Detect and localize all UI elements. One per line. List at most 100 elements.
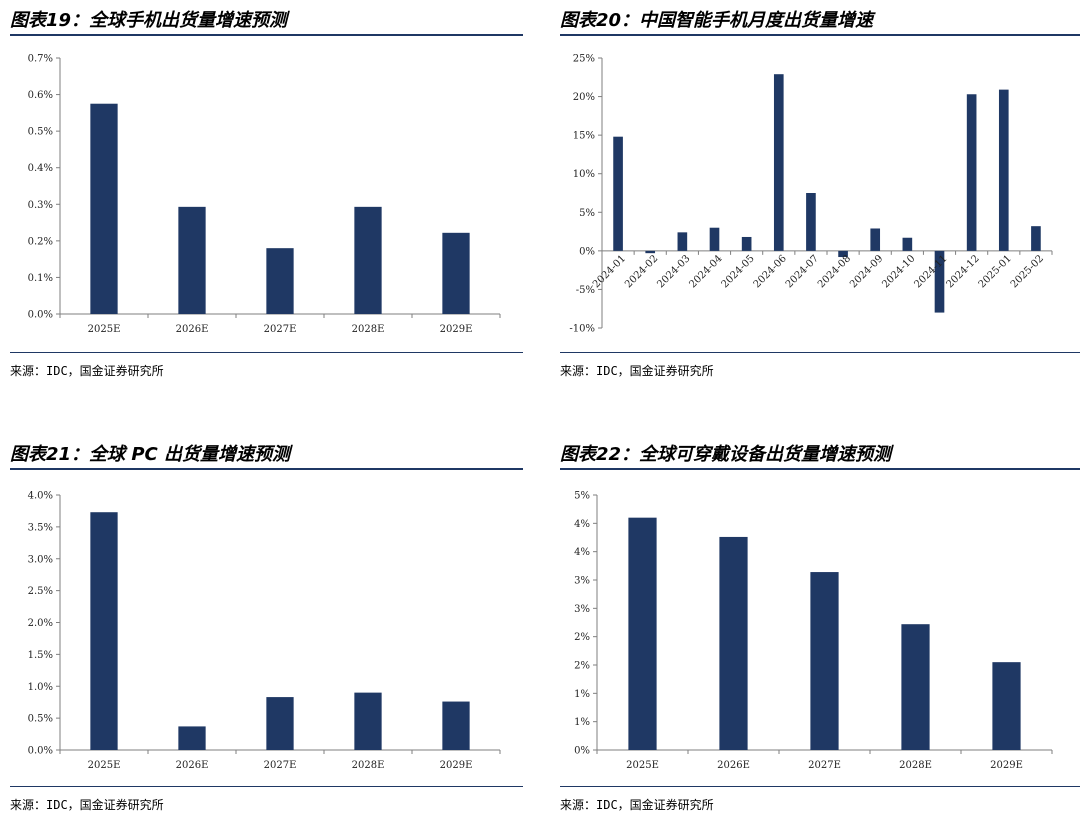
x-tick-label: 2027E: [264, 324, 297, 335]
y-tick-label: 0.3%: [28, 200, 53, 211]
bar-2026E: [719, 536, 748, 750]
y-tick-label: 2.5%: [28, 586, 53, 597]
x-tick-label: 2029E: [990, 760, 1023, 771]
bar-chart: 0.0% 0.5% 1.0% 1.5% 2.0% 2.5% 3.0% 3.5% 4.0% 2025…: [28, 491, 501, 771]
y-tick-label: 0.4%: [28, 163, 53, 174]
x-tick-label: 2029E: [440, 324, 473, 335]
y-tick-label: 0.6%: [28, 90, 53, 101]
y-tick-label: 2.0%: [28, 618, 53, 629]
x-tick-label: 2024-12: [945, 253, 982, 290]
bar-2024-03: [677, 232, 688, 251]
bar-2028E: [901, 624, 930, 750]
chart-panel-global-wearables: 图表22：全球可穿戴设备出货量增速预测 0% 1% 1% 2% 2% 3% 3% 4% 4% 5%…: [560, 440, 1080, 820]
y-tick-label: 0%: [574, 746, 590, 757]
bar-2026E: [178, 726, 206, 750]
y-tick-label: 3.5%: [28, 522, 53, 533]
x-tick-label: 2025E: [88, 324, 121, 335]
bar-2024-02: [645, 250, 656, 254]
x-tick-label: 2024-07: [784, 253, 821, 290]
bar-2027E: [266, 248, 294, 314]
chart-title: 图表21：全球 PC 出货量增速预测: [10, 444, 290, 465]
bar-2029E: [442, 701, 470, 750]
title-rule: [560, 468, 1080, 470]
y-tick-label: 1.0%: [28, 682, 53, 693]
bar-2025E: [628, 517, 657, 750]
y-tick-label: 1.5%: [28, 650, 53, 661]
bar-2025E: [90, 103, 118, 314]
bar-2029E: [992, 662, 1021, 750]
bar-2024-01: [613, 136, 623, 251]
bar-2025-02: [1031, 226, 1041, 251]
source-rule: [560, 352, 1080, 353]
y-tick-label: 0.1%: [28, 273, 53, 284]
y-tick-label: 3%: [574, 576, 590, 587]
chart-source: 来源：IDC，国金证券研究所: [10, 364, 164, 378]
y-tick-label: 15%: [573, 131, 595, 142]
bar-2029E: [442, 232, 470, 314]
x-tick-label: 2025E: [626, 760, 659, 771]
x-tick-label: 2024-09: [848, 253, 885, 290]
bar-2024-08: [838, 250, 848, 258]
y-tick-label: -10%: [569, 324, 595, 335]
chart-panel-china-smartphone-monthly: 图表20：中国智能手机月度出货量增速 -10% -5% 0% 5% 10% 15% 20% 2…: [560, 6, 1080, 386]
y-tick-label: 3%: [574, 604, 590, 615]
y-tick-label: 0%: [579, 246, 595, 257]
y-tick-label: 0.2%: [28, 236, 53, 247]
y-tick-label: 10%: [573, 169, 595, 180]
x-tick-label: 2027E: [808, 760, 841, 771]
y-tick-label: 0.0%: [28, 746, 53, 757]
bar-2024-09: [870, 228, 881, 251]
y-tick-label: 20%: [573, 92, 595, 103]
bar-2024-10: [902, 237, 913, 251]
bar-2024-04: [709, 227, 720, 251]
y-tick-label: 1%: [574, 717, 590, 728]
x-tick-label: 2028E: [352, 760, 385, 771]
x-tick-label: 2028E: [899, 760, 932, 771]
y-tick-label: 25%: [573, 54, 595, 65]
y-tick-label: 0.7%: [28, 54, 53, 65]
bar-2025-01: [998, 89, 1009, 251]
bar-chart: 0.0% 0.1% 0.2% 0.3% 0.4% 0.5% 0.6% 0.7% 2025E 202…: [28, 54, 501, 335]
bar-2024-11: [934, 250, 945, 313]
x-tick-label: 2027E: [264, 760, 297, 771]
bar-chart: 0% 1% 1% 2% 2% 3% 3% 4% 4% 5% 2025E 2026E 2027E 2028E…: [574, 491, 1053, 771]
y-tick-label: 2%: [574, 661, 590, 672]
bar-2025E: [90, 512, 118, 750]
y-tick-label: 1%: [574, 689, 590, 700]
y-tick-label: 2%: [574, 632, 590, 643]
y-tick-label: 3.0%: [28, 554, 53, 565]
x-tick-label: 2024-02: [623, 253, 660, 290]
bar-2024-12: [966, 94, 977, 251]
chart-source: 来源：IDC，国金证券研究所: [560, 798, 714, 812]
bar-2024-07: [806, 193, 816, 251]
bar-2028E: [354, 692, 382, 750]
source-rule: [10, 786, 523, 787]
bar-2027E: [810, 572, 839, 750]
source-rule: [10, 352, 523, 353]
x-tick-label: 2024-06: [752, 253, 789, 290]
chart-panel-global-pc: 图表21：全球 PC 出货量增速预测 0.0% 0.5% 1.0% 1.5% 2.0% 2…: [10, 440, 523, 820]
y-tick-label: 5%: [579, 208, 595, 219]
bar-2024-06: [773, 74, 784, 251]
y-tick-label: 0.0%: [28, 310, 53, 321]
chart-source: 来源：IDC，国金证券研究所: [560, 364, 714, 378]
y-tick-label: 4.0%: [28, 491, 53, 502]
x-tick-label: 2024-01: [591, 253, 628, 290]
x-tick-label: 2025-01: [977, 253, 1014, 290]
x-tick-label: 2025E: [88, 760, 121, 771]
x-tick-label: 2028E: [352, 324, 385, 335]
y-tick-label: -5%: [576, 285, 595, 296]
bar-2024-05: [741, 236, 752, 251]
x-tick-label: 2026E: [176, 324, 209, 335]
source-rule: [560, 786, 1080, 787]
x-tick-label: 2024-08: [816, 253, 853, 290]
title-rule: [560, 34, 1080, 36]
x-tick-label: 2024-05: [720, 253, 757, 290]
y-tick-label: 5%: [574, 491, 590, 502]
x-tick-label: 2026E: [176, 760, 209, 771]
x-tick-label: 2025-02: [1009, 253, 1046, 290]
x-tick-label: 2026E: [717, 760, 750, 771]
chart-title: 图表20：中国智能手机月度出货量增速: [560, 10, 874, 31]
bar-2026E: [178, 206, 206, 314]
